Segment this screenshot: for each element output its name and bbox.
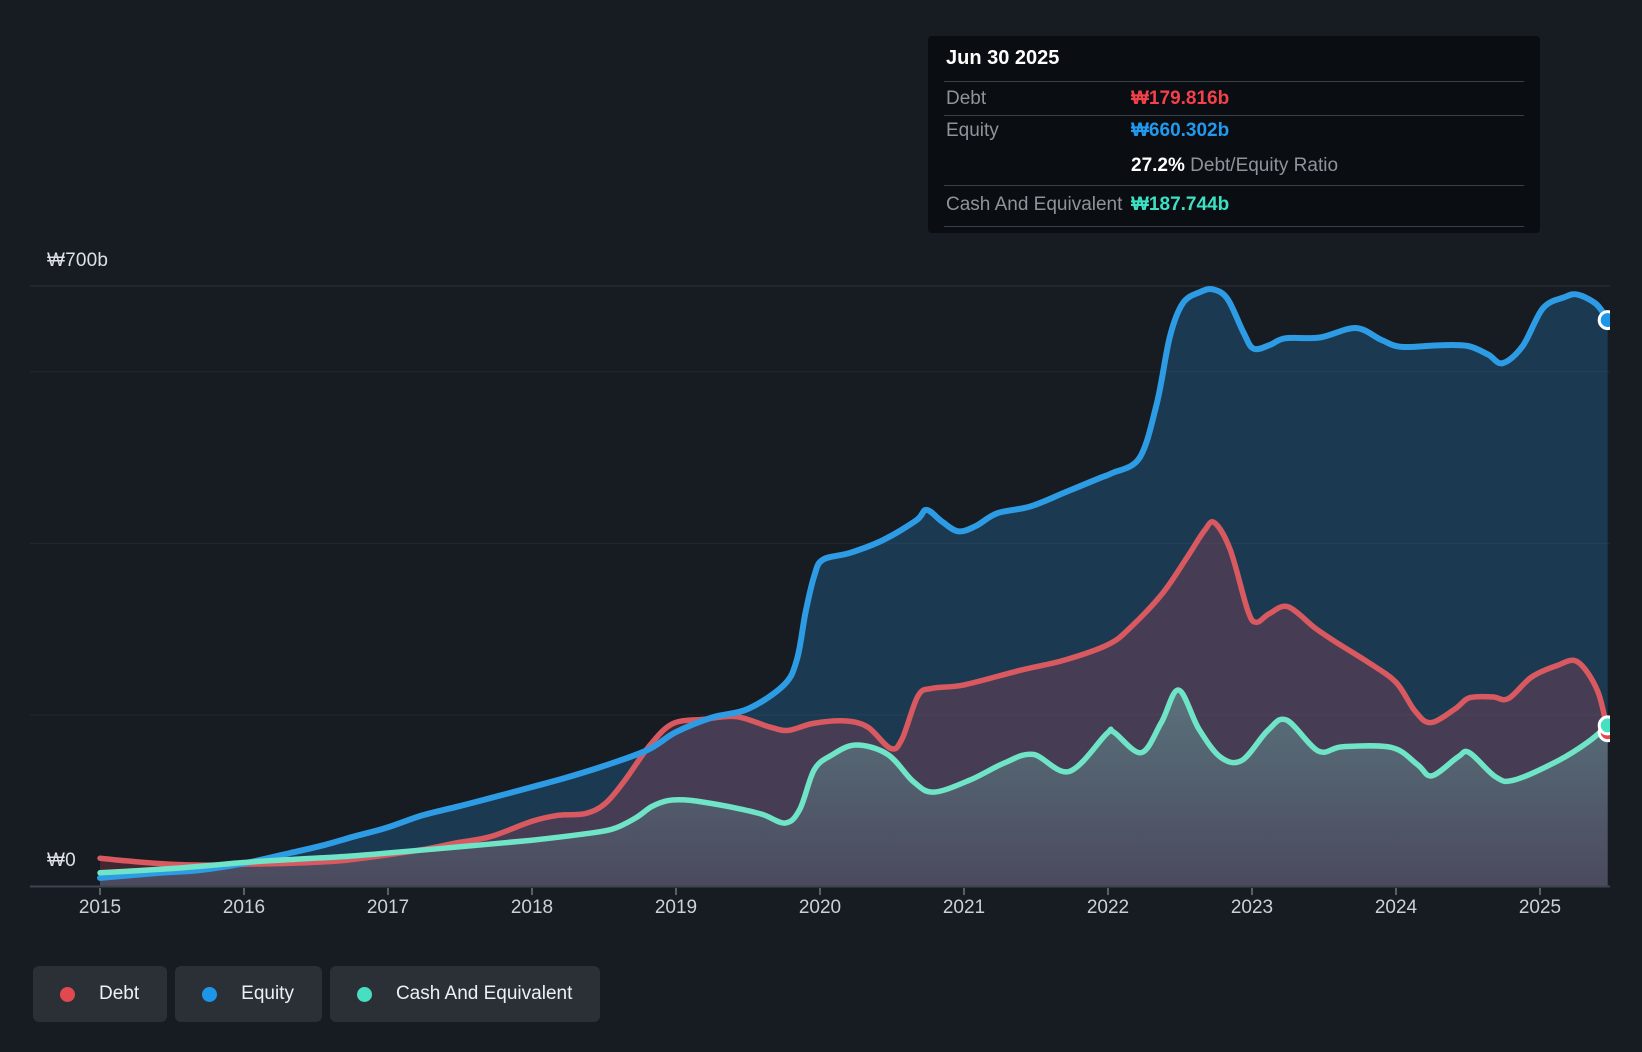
x-axis-label-2018: 2018: [510, 897, 554, 918]
tooltip-divider: [944, 115, 1524, 116]
x-axis-label-2025: 2025: [1518, 897, 1562, 918]
legend-cash-label: Cash And Equivalent: [395, 983, 573, 1004]
equity-color-dot-icon: [202, 986, 218, 1002]
tooltip-debt-label: Debt: [946, 87, 987, 109]
equity-line: [97, 286, 1610, 881]
cash-line: [97, 687, 1610, 876]
tooltip-ratio-label: Debt/Equity Ratio: [1184, 154, 1339, 176]
legend-item-cash[interactable]: Cash And Equivalent: [329, 966, 601, 1022]
tooltip-row-cash: Cash And Equivalent ₩187.744b: [928, 186, 1540, 226]
x-axis-label-2017: 2017: [366, 897, 410, 918]
tooltip-cash-value: ₩187.744b: [1131, 194, 1230, 215]
chart-tooltip: Jun 30 2025 Debt ₩179.816b Equity ₩660.3…: [928, 36, 1540, 233]
debt-line: [97, 519, 1610, 868]
y-axis-max-label: ₩700b: [47, 250, 109, 271]
tooltip-equity-value: ₩660.302b: [1131, 120, 1230, 141]
x-axis-label-2019: 2019: [654, 897, 698, 918]
x-axis-label-2024: 2024: [1374, 897, 1418, 918]
x-axis-label-2015: 2015: [78, 897, 122, 918]
plot-area: [97, 286, 1610, 887]
tooltip-equity-label: Equity: [946, 120, 999, 141]
x-axis-label-2016: 2016: [222, 897, 266, 918]
tooltip-debt-value: ₩179.816b: [1131, 87, 1230, 109]
tooltip-divider: [944, 81, 1524, 82]
legend-debt-label: Debt: [99, 983, 140, 1004]
legend-item-debt[interactable]: Debt: [33, 966, 168, 1022]
equity-end-marker: [1597, 310, 1610, 331]
tooltip-cash-label: Cash And Equivalent: [946, 194, 1123, 215]
legend-equity-label: Equity: [241, 983, 294, 1004]
tooltip-row-equity: Equity ₩660.302b: [928, 116, 1540, 146]
tooltip-row-debt: Debt ₩179.816b: [928, 82, 1540, 115]
y-axis-zero-label: ₩0: [47, 850, 76, 871]
x-axis-label-2022: 2022: [1086, 897, 1130, 918]
x-axis-label-2021: 2021: [942, 897, 986, 918]
equity-area: [100, 289, 1608, 887]
tooltip-row-ratio: 27.2% Debt/Equity Ratio: [928, 146, 1540, 185]
tooltip-ratio: 27.2% Debt/Equity Ratio: [1131, 155, 1522, 177]
x-axis-label-2023: 2023: [1230, 897, 1274, 918]
chart-legend: Debt Equity Cash And Equivalent: [33, 966, 601, 1022]
cash-and-equivalent-end-marker: [1597, 715, 1610, 736]
x-axis-label-2020: 2020: [798, 897, 842, 918]
debt-color-dot-icon: [60, 986, 75, 1002]
tooltip-ratio-value: 27.2%: [1131, 154, 1185, 176]
tooltip-date: Jun 30 2025: [946, 47, 1060, 69]
cash-area: [100, 690, 1608, 887]
cash-color-dot-icon: [356, 986, 372, 1002]
tooltip-divider: [944, 185, 1524, 186]
tooltip-divider: [944, 226, 1524, 227]
legend-item-equity[interactable]: Equity: [175, 966, 322, 1022]
